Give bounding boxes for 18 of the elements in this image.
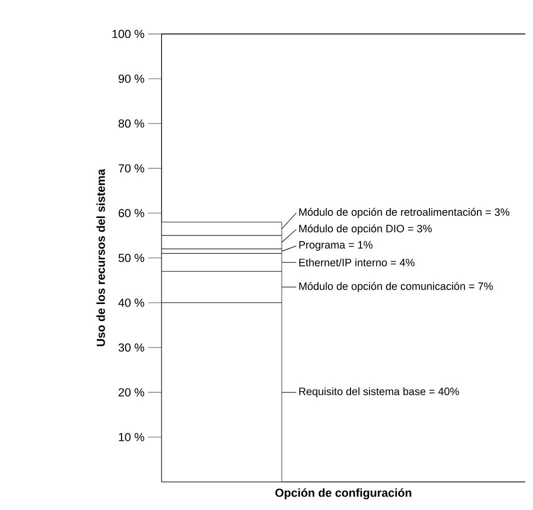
data-label: Ethernet/IP interno = 4% — [299, 258, 415, 266]
data-label: Módulo de opción DIO = 3% — [299, 224, 432, 234]
data-label: Módulo de opción de retroalimentación = 3% — [299, 208, 510, 218]
y-axis-title: Uso de los recursos del sistema — [96, 168, 105, 346]
y-tick-label: 30 % — [118, 343, 144, 352]
y-tick-label: 50 % — [118, 254, 144, 262]
x-axis-title: Opción de configuración — [275, 488, 412, 500]
y-tick-label: 40 % — [118, 298, 144, 307]
y-tick-label: 90 % — [118, 74, 144, 83]
y-tick-label: 80 % — [118, 119, 144, 128]
data-label: Módulo de opción de comunicación = 7% — [299, 282, 493, 292]
y-tick-label: 60 % — [118, 208, 144, 218]
data-label: Requisito del sistema base = 40% — [299, 387, 459, 398]
y-tick-label: 20 % — [118, 388, 144, 396]
y-tick-label: 10 % — [118, 432, 144, 442]
y-tick-label: 70 % — [118, 164, 144, 172]
data-label: Programa = 1% — [299, 241, 372, 251]
y-tick-label: 100 % — [112, 30, 144, 38]
